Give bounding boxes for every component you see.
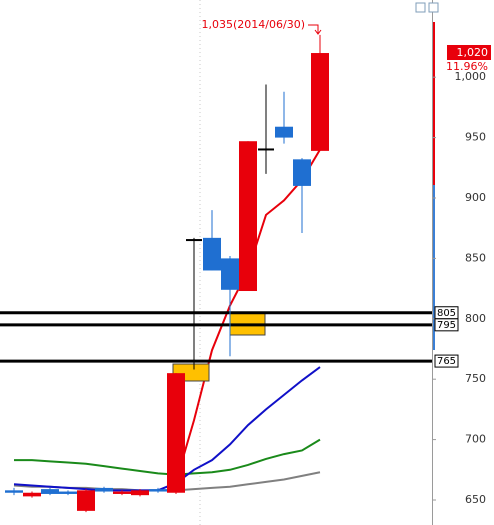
annotation-arrow bbox=[308, 24, 319, 33]
candle-body bbox=[5, 490, 23, 493]
annotation-arrowhead bbox=[314, 29, 322, 35]
y-tick-label: 950 bbox=[465, 131, 486, 144]
range-bar-up bbox=[433, 22, 435, 185]
candle-body bbox=[77, 490, 95, 511]
candle-body bbox=[275, 126, 293, 138]
candle-body bbox=[186, 239, 202, 242]
candle-body bbox=[131, 490, 149, 496]
candle-body bbox=[167, 373, 185, 493]
candle-body bbox=[95, 487, 113, 492]
range-bar-down bbox=[433, 185, 435, 350]
candle-body bbox=[203, 237, 221, 271]
level-label: 795 bbox=[437, 320, 456, 331]
candle-body bbox=[59, 491, 77, 494]
level-label-box bbox=[434, 354, 459, 368]
window-button[interactable] bbox=[428, 2, 439, 13]
annotation: 1,035(2014/06/30) bbox=[202, 18, 305, 31]
candle-body bbox=[41, 489, 59, 494]
y-tick-label: 1,000 bbox=[455, 70, 487, 83]
y-tick-label: 800 bbox=[465, 312, 486, 325]
last-price: 1,020 bbox=[457, 46, 489, 59]
candle-body bbox=[258, 148, 274, 151]
y-tick-label: 750 bbox=[465, 372, 486, 385]
last-price-box bbox=[447, 45, 491, 60]
candle-body bbox=[23, 492, 41, 497]
candle-body bbox=[149, 489, 167, 492]
candle-body bbox=[113, 491, 131, 494]
window-button[interactable] bbox=[415, 2, 426, 13]
level-label-box bbox=[434, 318, 459, 332]
y-tick-label: 850 bbox=[465, 251, 486, 264]
level-label: 805 bbox=[437, 308, 456, 319]
y-tick-label: 650 bbox=[465, 493, 486, 506]
candle-body bbox=[221, 258, 239, 290]
candle-body bbox=[239, 141, 257, 292]
candle-body bbox=[311, 53, 329, 151]
y-tick-label: 900 bbox=[465, 191, 486, 204]
y-tick-label: 700 bbox=[465, 433, 486, 446]
candle-body bbox=[293, 159, 311, 186]
level-label: 765 bbox=[437, 356, 456, 367]
change-percent: 11.96% bbox=[446, 60, 488, 73]
